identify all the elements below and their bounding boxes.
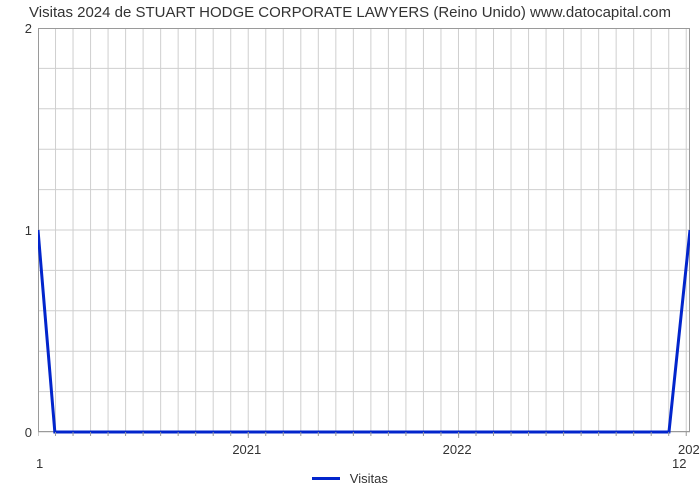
legend-swatch	[312, 477, 340, 480]
chart-plot-area	[38, 28, 690, 440]
legend-label: Visitas	[350, 471, 388, 486]
x-tick-label: 2022	[443, 442, 472, 457]
x-secondary-left-label: 1	[36, 456, 43, 471]
y-tick-label: 1	[25, 223, 32, 238]
x-secondary-right-label: 12	[672, 456, 686, 471]
y-tick-label: 2	[25, 21, 32, 36]
chart-title: Visitas 2024 de STUART HODGE CORPORATE L…	[0, 4, 700, 21]
x-tick-label: 2021	[232, 442, 261, 457]
chart-legend: Visitas	[0, 470, 700, 486]
y-tick-label: 0	[25, 425, 32, 440]
x-secondary-edge-label: 202	[678, 442, 700, 457]
